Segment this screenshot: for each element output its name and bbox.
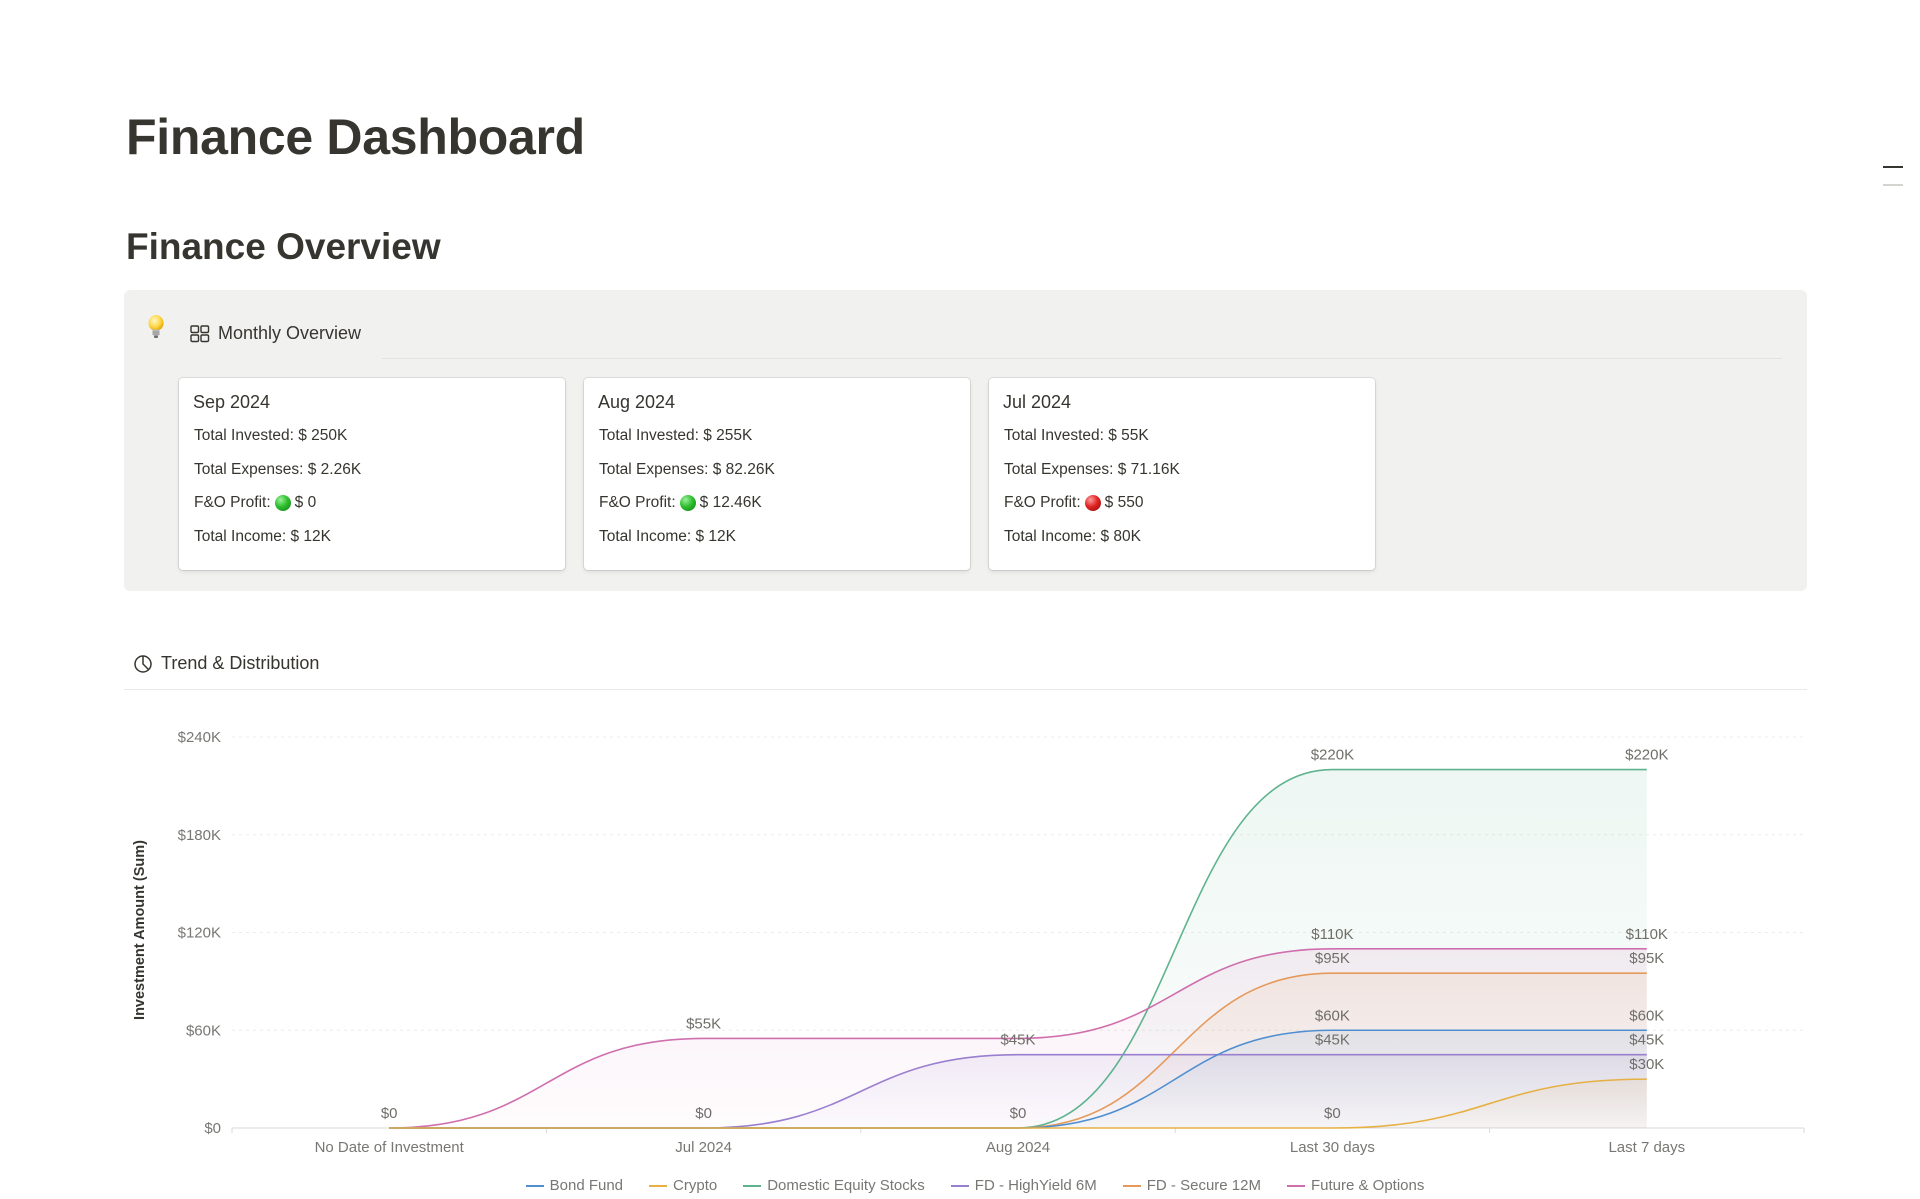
- data-label: $0: [1324, 1105, 1341, 1122]
- total-expenses: Total Expenses: $ 82.26K: [599, 460, 775, 478]
- gallery-icon: [190, 324, 210, 342]
- fno-profit-value: $ 0: [294, 494, 317, 511]
- fno-profit-label: F&O Profit:: [599, 494, 676, 511]
- x-tick-label: Jul 2024: [675, 1139, 732, 1156]
- x-tick-label: Last 30 days: [1290, 1139, 1375, 1156]
- y-tick-label: $0: [204, 1120, 221, 1137]
- chart-pie-icon: [134, 654, 152, 673]
- data-label: $0: [381, 1105, 398, 1122]
- legend-swatch: [649, 1184, 668, 1187]
- legend-label: FD - HighYield 6M: [974, 1177, 1097, 1194]
- legend-swatch: [743, 1184, 762, 1187]
- month-card[interactable]: Sep 2024 Total Invested: $ 250K Total Ex…: [179, 378, 565, 570]
- monthly-overview-header[interactable]: Monthly Overview: [190, 323, 361, 344]
- data-label: $0: [695, 1105, 712, 1122]
- divider: [382, 358, 1782, 359]
- toc-line-active[interactable]: [1883, 166, 1903, 168]
- chart-legend: Bond Fund Crypto Domestic Equity Stocks FD …: [0, 1177, 1920, 1194]
- total-income: Total Income: $ 12K: [599, 527, 736, 545]
- total-expenses: Total Expenses: $ 2.26K: [194, 460, 362, 478]
- y-tick-label: $240K: [178, 729, 221, 746]
- total-income: Total Income: $ 80K: [1004, 527, 1141, 545]
- x-tick-label: No Date of Investment: [315, 1139, 465, 1156]
- y-tick-label: $180K: [178, 827, 221, 844]
- x-tick-label: Last 7 days: [1608, 1139, 1685, 1156]
- data-label: $95K: [1315, 950, 1350, 967]
- fno-profit-value: $ 550: [1104, 494, 1144, 511]
- legend-item[interactable]: Crypto: [649, 1177, 717, 1194]
- lightbulb-icon: [148, 315, 164, 338]
- card-title: Sep 2024: [193, 392, 271, 412]
- data-label: $45K: [1629, 1032, 1664, 1049]
- monthly-cards: Sep 2024 Total Invested: $ 250K Total Ex…: [179, 378, 1375, 570]
- trend-distribution-header[interactable]: Trend & Distribution: [133, 653, 319, 674]
- page-title: Finance Dashboard: [126, 109, 585, 165]
- toc-line[interactable]: [1883, 184, 1903, 186]
- total-invested: Total Invested: $ 55K: [1004, 427, 1149, 444]
- green-circle-icon: [679, 495, 696, 511]
- trend-distribution-label: Trend & Distribution: [161, 653, 320, 673]
- legend-swatch: [1286, 1184, 1305, 1187]
- total-expenses: Total Expenses: $ 71.16K: [1004, 460, 1180, 478]
- x-tick-label: Aug 2024: [986, 1139, 1050, 1156]
- legend-item[interactable]: Bond Fund: [525, 1177, 624, 1194]
- investment-area-chart[interactable]: $0 $60K $120K $180K $240K No Date of Investme…: [124, 700, 1807, 1170]
- data-label: $220K: [1625, 747, 1668, 764]
- legend-item[interactable]: FD - Secure 12M: [1122, 1177, 1261, 1194]
- data-label: $110K: [1626, 926, 1668, 943]
- monthly-overview-label: Monthly Overview: [218, 323, 362, 343]
- section-title: Finance Overview: [126, 226, 441, 267]
- legend-label: Domestic Equity Stocks: [767, 1177, 925, 1194]
- legend-item[interactable]: Future & Options: [1286, 1177, 1425, 1194]
- fno-profit-label: F&O Profit:: [194, 494, 271, 511]
- fno-profit-label: F&O Profit:: [1004, 494, 1081, 511]
- total-invested: Total Invested: $ 250K: [194, 427, 348, 444]
- series-line: [389, 1078, 1647, 1129]
- card-title: Jul 2024: [1003, 392, 1072, 412]
- data-label: $55K: [686, 1015, 721, 1032]
- red-circle-icon: [1084, 495, 1101, 511]
- total-invested: Total Invested: $ 255K: [599, 427, 753, 444]
- series-area: [389, 1079, 1647, 1128]
- month-card[interactable]: Aug 2024 Total Invested: $ 255K Total Ex…: [584, 378, 970, 570]
- legend-swatch: [1122, 1184, 1141, 1187]
- legend-label: Future & Options: [1310, 1177, 1425, 1194]
- legend-label: Crypto: [673, 1177, 718, 1194]
- divider: [124, 689, 1807, 690]
- legend-label: FD - Secure 12M: [1146, 1177, 1261, 1194]
- legend-item[interactable]: FD - HighYield 6M: [950, 1177, 1097, 1194]
- green-circle-icon: [274, 495, 291, 511]
- table-of-contents-indicator[interactable]: [1883, 166, 1903, 202]
- data-label: $110K: [1311, 926, 1353, 943]
- y-tick-label: $60K: [186, 1022, 221, 1039]
- card-title: Aug 2024: [598, 392, 676, 412]
- data-label: $220K: [1311, 747, 1354, 764]
- data-label: $45K: [1000, 1032, 1035, 1049]
- series-line: [389, 947, 1647, 1129]
- fno-profit: F&O Profit: $ 550: [1004, 493, 1362, 527]
- legend-swatch: [950, 1184, 969, 1187]
- data-label: $95K: [1629, 950, 1664, 967]
- legend-label: Bond Fund: [549, 1177, 624, 1194]
- data-label: $0: [1010, 1105, 1027, 1122]
- data-label: $45K: [1315, 1032, 1350, 1049]
- y-tick-label: $120K: [178, 925, 221, 942]
- month-card[interactable]: Jul 2024 Total Invested: $ 55K Total Exp…: [989, 378, 1375, 570]
- legend-item[interactable]: Domestic Equity Stocks: [743, 1177, 925, 1194]
- fno-profit: F&O Profit: $ 0: [194, 493, 552, 527]
- total-income: Total Income: $ 12K: [194, 527, 331, 545]
- monthly-overview-callout: Monthly Overview Sep 2024 Total Invested…: [124, 290, 1807, 591]
- legend-swatch: [525, 1184, 544, 1187]
- fno-profit: F&O Profit: $ 12.46K: [599, 493, 957, 527]
- data-label: $30K: [1629, 1056, 1664, 1073]
- fno-profit-value: $ 12.46K: [699, 494, 762, 511]
- data-label: $60K: [1315, 1007, 1350, 1024]
- data-label: $60K: [1629, 1007, 1664, 1024]
